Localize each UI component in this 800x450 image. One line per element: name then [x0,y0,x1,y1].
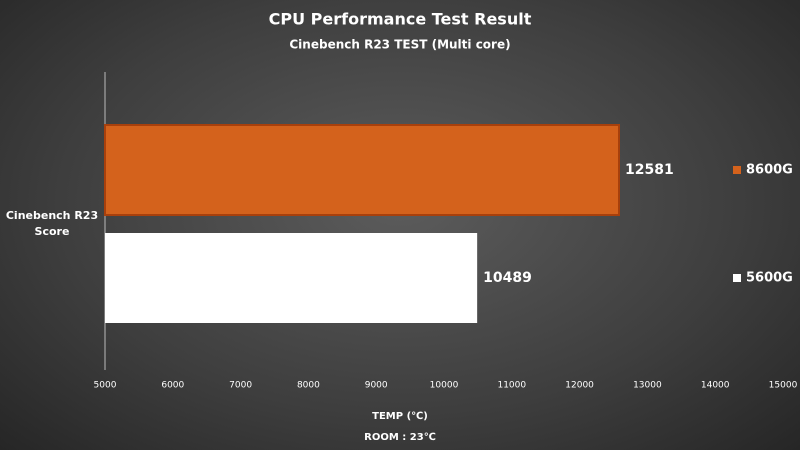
bar [105,233,478,323]
x-axis-label: TEMP (℃) [372,411,428,422]
bar [104,124,620,216]
x-tick-label: 12000 [565,381,594,391]
annotation: ROOM : 23℃ [364,432,436,443]
chart-subtitle: Cinebench R23 TEST (Multi core) [289,38,510,52]
x-tick-label: 7000 [229,381,252,391]
category-label: Cinebench R23 Score [5,209,99,238]
legend-marker [733,166,741,174]
x-tick-label: 13000 [633,381,662,391]
x-tick-label: 6000 [161,381,184,391]
x-tick-label: 9000 [365,381,388,391]
x-tick-label: 10000 [430,381,459,391]
legend-marker [733,274,741,282]
legend-label: 5600G [746,271,793,286]
x-tick-label: 15000 [769,381,798,391]
x-tick-label: 8000 [297,381,320,391]
x-tick-label: 5000 [94,381,117,391]
chart-title: CPU Performance Test Result [269,10,532,29]
x-tick-label: 14000 [701,381,730,391]
value-label: 10489 [483,270,532,286]
legend-label: 8600G [746,163,793,178]
value-label: 12581 [625,162,674,178]
x-tick-label: 11000 [497,381,526,391]
